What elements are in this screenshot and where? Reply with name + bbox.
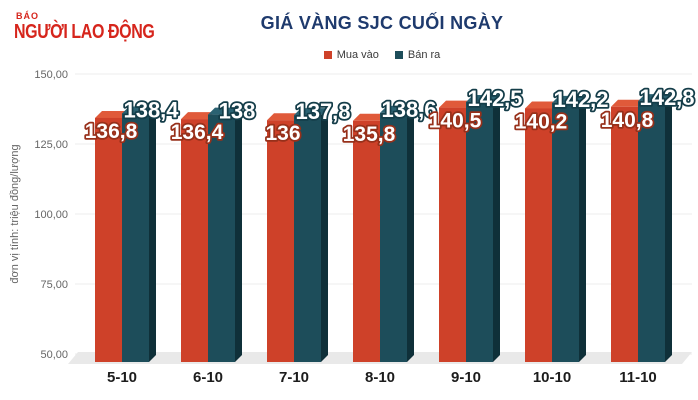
bar-top-ban-ra-10-10 [552, 95, 586, 103]
y-axis-tick-label: 50,00 [40, 349, 68, 361]
bar-value-mua-vao-9-10: 140,5 [429, 110, 482, 133]
bar-ban-ra-6-10 [208, 114, 235, 362]
bar-top-mua-vao-11-10 [611, 99, 645, 107]
bar-top-mua-vao-7-10 [267, 113, 301, 121]
legend-swatch-ban-ra-icon [394, 51, 403, 59]
bar-ban-ra-7-10 [294, 115, 321, 362]
chart-legend: Mua vào Bán ra [72, 49, 692, 61]
bar-side-ban-ra-11-10 [665, 94, 672, 362]
bar-ban-ra-11-10 [638, 101, 665, 362]
y-axis-tick-label: 75,00 [40, 279, 68, 291]
legend-label-ban-ra: Bán ra [407, 49, 441, 61]
bar-side-ban-ra-6-10 [235, 107, 242, 362]
y-axis-tick-label: 100,00 [34, 209, 68, 221]
bar-value-ban-ra-5-10: 138,4 [123, 97, 179, 122]
bar-side-ban-ra-5-10 [149, 106, 156, 362]
y-axis-unit-label: đơn vị tính: triệu đồng/lượng [9, 144, 21, 283]
bar-value-mua-vao-10-10: 140,2 [515, 110, 568, 133]
bar-top-ban-ra-5-10 [122, 106, 156, 114]
bar-value-mua-vao-8-10: 135,8 [343, 123, 396, 146]
bar-top-ban-ra-9-10 [466, 95, 500, 102]
bar-top-ban-ra-6-10 [208, 107, 242, 115]
bar-value-ban-ra-10-10: 142,2 [553, 87, 608, 112]
bar-value-mua-vao-11-10: 140,8 [601, 109, 654, 132]
bar-value-mua-vao-5-10: 136,8 [85, 120, 138, 143]
bar-value-mua-vao-6-10: 136,4 [171, 121, 224, 144]
bar-top-ban-ra-8-10 [380, 105, 414, 113]
logo-name-text: NGƯỜI LAO ĐỘNG [14, 21, 155, 43]
bar-top-mua-vao-5-10 [95, 110, 129, 118]
bar-ban-ra-10-10 [552, 102, 579, 362]
newspaper-logo: BÁO NGƯỜI LAO ĐỘNG [14, 11, 190, 43]
x-axis-label-8-10: 8-10 [365, 369, 395, 386]
x-axis-label-10-10: 10-10 [533, 369, 571, 386]
bar-value-ban-ra-7-10: 137,8 [295, 99, 350, 124]
bar-side-ban-ra-8-10 [407, 105, 414, 363]
bar-ban-ra-8-10 [380, 112, 407, 362]
bar-ban-ra-9-10 [466, 102, 493, 362]
bar-mua-vao-5-10 [95, 117, 122, 363]
bar-side-ban-ra-7-10 [321, 108, 328, 362]
x-axis-label-6-10: 6-10 [193, 369, 223, 386]
bar-top-mua-vao-9-10 [439, 100, 473, 108]
x-axis-label-7-10: 7-10 [279, 369, 309, 386]
bar-value-ban-ra-9-10: 142,5 [467, 86, 522, 111]
bar-side-ban-ra-9-10 [493, 95, 500, 362]
logo-bao-text: BÁO [16, 11, 39, 21]
bar-value-ban-ra-8-10: 138,6 [381, 97, 436, 122]
bar-mua-vao-10-10 [525, 108, 552, 362]
bar-value-ban-ra-6-10: 138 [219, 99, 256, 124]
bar-top-mua-vao-10-10 [525, 101, 559, 109]
bar-mua-vao-8-10 [353, 120, 380, 362]
bar-top-ban-ra-7-10 [294, 108, 328, 116]
bar-mua-vao-7-10 [267, 120, 294, 362]
x-axis-label-5-10: 5-10 [107, 369, 137, 386]
bar-side-ban-ra-10-10 [579, 95, 586, 362]
bar-ban-ra-5-10 [122, 113, 149, 362]
x-axis-label-11-10: 11-10 [619, 369, 657, 386]
legend-item-mua-vao: Mua vào [323, 49, 379, 61]
bar-value-mua-vao-7-10: 136 [265, 122, 300, 145]
bar-value-ban-ra-11-10: 142,8 [639, 85, 694, 110]
chart-title: GIÁ VÀNG SJC CUỐI NGÀY [260, 13, 504, 33]
legend-item-ban-ra: Bán ra [394, 49, 441, 61]
legend-swatch-mua-vao-icon [323, 51, 332, 59]
y-axis-tick-label: 125,00 [34, 139, 68, 151]
bar-mua-vao-9-10 [439, 107, 466, 362]
x-axis-label-9-10: 9-10 [451, 369, 481, 386]
bar-mua-vao-6-10 [181, 119, 208, 362]
legend-label-mua-vao: Mua vào [336, 49, 379, 61]
bar-mua-vao-11-10 [611, 106, 638, 362]
bar-top-mua-vao-8-10 [353, 113, 387, 121]
bar-top-ban-ra-11-10 [638, 94, 672, 102]
bar-top-mua-vao-6-10 [181, 112, 215, 120]
y-axis-tick-label: 150,00 [34, 69, 68, 81]
